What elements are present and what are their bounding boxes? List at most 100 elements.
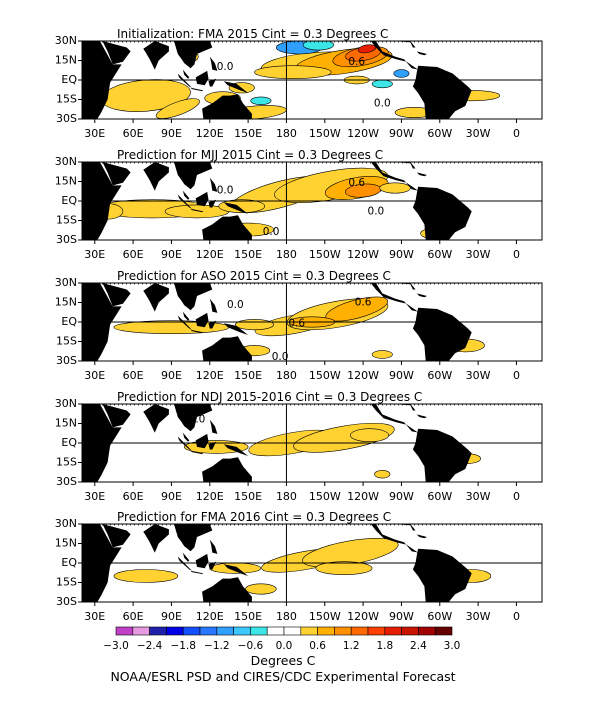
map-panel: 0.0 0.6 0.0 0.0 Prediction for MJJ 2015 Cint… bbox=[55, 148, 543, 261]
x-tick-label: 150E bbox=[234, 127, 262, 140]
y-tick-label: 30S bbox=[56, 595, 77, 608]
colorbar-swatch bbox=[367, 626, 386, 636]
land-mass bbox=[202, 94, 252, 119]
y-tick-label: 30N bbox=[55, 155, 77, 168]
land-mass bbox=[366, 404, 419, 433]
land-mass bbox=[223, 202, 249, 214]
colorbar-tick-label: −1.8 bbox=[170, 640, 196, 652]
colorbar-tick-label: 1.8 bbox=[376, 640, 393, 652]
colorbar-swatch bbox=[434, 626, 453, 636]
land-mass bbox=[143, 41, 169, 70]
x-tick-label: 150E bbox=[234, 248, 262, 261]
y-tick-label: 30N bbox=[55, 517, 77, 530]
x-tick-label: 120W bbox=[347, 127, 379, 140]
colorbar-swatch bbox=[418, 626, 436, 636]
land-mass bbox=[177, 315, 192, 330]
colorbar-swatch bbox=[283, 626, 302, 636]
contour-label: 0.0 bbox=[189, 414, 206, 426]
y-tick-label: 15S bbox=[56, 576, 77, 589]
land-mass bbox=[195, 553, 209, 569]
colorbar-tick-label: 0.6 bbox=[309, 640, 326, 652]
land-mass bbox=[143, 404, 169, 433]
x-tick-label: 150E bbox=[234, 610, 262, 623]
panels: 0.0 0.6 0.0 Initialization: FMA 2015 Cint =… bbox=[55, 27, 543, 623]
land-mass bbox=[208, 199, 217, 208]
x-tick-label: 30W bbox=[466, 248, 491, 261]
y-tick-label: EQ bbox=[61, 315, 77, 328]
panel-title: Initialization: FMA 2015 Cint = 0.3 Degr… bbox=[117, 27, 388, 41]
x-tick-label: 90E bbox=[161, 369, 182, 382]
map-panel: 0.0 0.6 0.0 Initialization: FMA 2015 Cint =… bbox=[55, 27, 543, 140]
anomaly-region bbox=[315, 561, 373, 576]
x-tick-label: 30W bbox=[466, 369, 491, 382]
land-mass bbox=[366, 524, 419, 553]
map-panel: 0.0 Prediction for NDJ 2015-2016 Cint = 0… bbox=[55, 390, 543, 503]
land-mass bbox=[416, 414, 427, 419]
land-mass bbox=[202, 457, 252, 482]
land-mass bbox=[195, 70, 209, 86]
panel-title: Prediction for ASO 2015 Cint = 0.3 Degre… bbox=[117, 269, 391, 283]
land-mass bbox=[177, 436, 192, 451]
y-tick-label: 30S bbox=[56, 233, 77, 246]
x-tick-label: 30E bbox=[84, 369, 105, 382]
land-mass bbox=[412, 428, 472, 482]
x-tick-label: 150W bbox=[309, 248, 341, 261]
land-mass bbox=[366, 41, 419, 70]
land-mass bbox=[202, 215, 252, 240]
land-mass bbox=[412, 307, 472, 361]
land-mass bbox=[209, 419, 218, 434]
land-mass bbox=[208, 78, 217, 87]
x-tick-label: 0 bbox=[513, 248, 520, 261]
x-tick-label: 60W bbox=[427, 610, 452, 623]
land-mass bbox=[102, 404, 131, 428]
x-tick-label: 120W bbox=[347, 248, 379, 261]
y-tick-label: EQ bbox=[61, 73, 77, 86]
land-mass bbox=[223, 81, 249, 93]
y-tick-label: 15N bbox=[55, 537, 77, 550]
anomaly-region bbox=[325, 296, 388, 322]
contour-label: 0.0 bbox=[227, 299, 244, 311]
colorbar-swatch bbox=[266, 626, 285, 636]
x-tick-label: 30W bbox=[466, 127, 491, 140]
y-tick-label: 30S bbox=[56, 112, 77, 125]
x-tick-label: 150W bbox=[309, 369, 341, 382]
colorbar-swatch bbox=[250, 626, 268, 636]
x-tick-label: 180 bbox=[276, 127, 297, 140]
y-tick-label: EQ bbox=[61, 436, 77, 449]
land-mass bbox=[143, 162, 169, 191]
land-mass bbox=[391, 404, 416, 411]
x-tick-label: 90E bbox=[161, 490, 182, 503]
y-tick-label: 15N bbox=[55, 54, 77, 67]
y-tick-label: 15S bbox=[56, 93, 77, 106]
x-tick-label: 150E bbox=[234, 490, 262, 503]
land-mass bbox=[182, 190, 190, 200]
colorbar-swatch bbox=[401, 626, 419, 636]
x-tick-label: 120E bbox=[196, 610, 224, 623]
y-tick-label: 15N bbox=[55, 417, 77, 430]
land-mass bbox=[174, 283, 213, 311]
panel-title: Prediction for MJJ 2015 Cint = 0.3 Degre… bbox=[117, 148, 383, 162]
land-mass bbox=[202, 336, 252, 361]
land-mass bbox=[366, 283, 419, 312]
land-mass bbox=[416, 51, 427, 56]
colorbar: −3.0 −2.4 −1.8 −1.2 −0.6 0.0 0.6 1.2 1.8 2.4 3.0 bbox=[103, 626, 460, 652]
panel-title: Prediction for FMA 2016 Cint = 0.3 Degre… bbox=[117, 510, 391, 524]
colorbar-tick-label: 2.4 bbox=[410, 640, 427, 652]
land-mass bbox=[174, 41, 213, 69]
x-tick-label: 120W bbox=[347, 490, 379, 503]
x-tick-label: 60E bbox=[123, 248, 144, 261]
land-mass bbox=[190, 87, 204, 92]
x-tick-label: 90W bbox=[389, 369, 414, 382]
land-mass bbox=[208, 441, 217, 450]
y-tick-label: 30S bbox=[56, 475, 77, 488]
land-mass bbox=[195, 433, 209, 449]
map-area bbox=[82, 404, 542, 482]
anomaly-region bbox=[374, 470, 391, 479]
land-mass bbox=[182, 311, 190, 321]
x-tick-label: 90E bbox=[161, 127, 182, 140]
x-tick-label: 60E bbox=[123, 369, 144, 382]
x-tick-label: 120E bbox=[196, 248, 224, 261]
contour-label: 0.6 bbox=[348, 56, 365, 68]
land-mass bbox=[190, 570, 204, 574]
y-tick-label: EQ bbox=[61, 194, 77, 207]
